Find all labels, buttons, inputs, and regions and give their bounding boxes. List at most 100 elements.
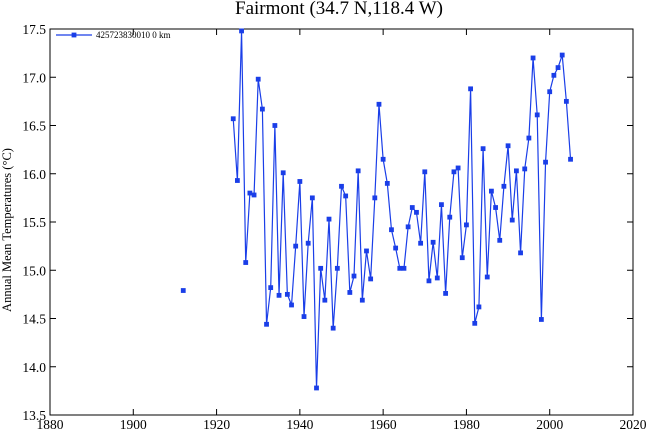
y-axis: 13.5 14.0 14.5 15.0 15.5 16.0 16.5 17.0 17.5 (22, 22, 633, 423)
y-tick-label: 16.5 (22, 119, 46, 134)
x-tick-label: 2020 (620, 417, 647, 432)
data-point (180, 288, 186, 293)
data-point (509, 217, 515, 223)
data-point (276, 292, 282, 298)
data-point (422, 169, 428, 175)
data-point (247, 190, 253, 196)
data-point (351, 273, 357, 279)
data-point (501, 183, 507, 189)
data-point (243, 260, 249, 265)
data-point (439, 202, 444, 208)
x-tick-label: 1980 (453, 417, 480, 432)
data-point (372, 195, 378, 201)
chart-title: Fairmont (34.7 N,118.4 W) (235, 0, 443, 19)
data-point (268, 285, 274, 291)
data-point (230, 116, 236, 122)
y-tick-label: 14.5 (22, 312, 46, 327)
data-point (359, 297, 365, 303)
data-point (384, 181, 390, 186)
data-point (401, 265, 407, 271)
data-point (414, 209, 419, 215)
data-point (334, 265, 340, 271)
y-tick-label: 14.0 (22, 360, 46, 375)
data-point (451, 169, 457, 175)
data-point (339, 183, 344, 189)
y-tick-label: 17.0 (22, 70, 46, 85)
data-point (409, 205, 415, 210)
data-point (526, 135, 532, 141)
legend: 425723830010 0 km (56, 30, 171, 40)
data-point (301, 314, 307, 319)
x-tick-label: 1960 (370, 417, 397, 432)
data-point (543, 159, 548, 165)
data-point (355, 168, 361, 174)
x-tick-label: 1880 (37, 417, 64, 432)
plot-area (49, 28, 634, 416)
data-point (530, 55, 536, 61)
data-point (493, 205, 498, 210)
x-tick-label: 2000 (536, 417, 563, 432)
data-point (514, 168, 519, 174)
data-point (255, 76, 261, 82)
data-point (468, 86, 473, 92)
data-point (551, 72, 557, 78)
data-point (443, 291, 449, 296)
data-point (297, 179, 303, 184)
y-tick-label: 17.5 (22, 22, 46, 37)
data-point (305, 240, 311, 246)
data-point (518, 250, 523, 256)
legend-marker (71, 32, 77, 38)
data-point (534, 112, 540, 118)
data-point (455, 165, 461, 171)
data-point (251, 192, 257, 198)
data-point (459, 255, 465, 261)
y-axis-label: Annual Mean Temperatures (°C) (0, 148, 14, 312)
data-point (563, 98, 569, 104)
data-point (568, 156, 573, 162)
y-tick-label: 15.5 (22, 215, 46, 230)
data-point (318, 265, 324, 271)
data-point (430, 239, 436, 245)
data-point (289, 302, 294, 308)
y-tick-label: 16.0 (22, 167, 46, 182)
data-point (264, 321, 269, 327)
data-point (464, 222, 469, 228)
x-tick-label: 1940 (286, 417, 313, 432)
data-point (322, 297, 328, 303)
data-point (314, 385, 319, 391)
data-point (559, 52, 565, 58)
data-point (326, 216, 332, 222)
y-tick-label: 13.5 (22, 408, 46, 423)
data-point (330, 325, 336, 331)
x-axis: 1880 1900 1920 1940 1960 1980 2000 2020 (37, 29, 647, 432)
data-point (343, 193, 349, 199)
data-point (284, 291, 290, 297)
series-layer (180, 28, 573, 391)
data-point (497, 237, 503, 243)
data-point (380, 156, 386, 162)
data-point (538, 317, 544, 322)
data-point (272, 123, 278, 128)
data-point (293, 243, 299, 249)
data-point (426, 278, 432, 284)
data-point (389, 227, 394, 233)
data-point (472, 320, 478, 326)
data-point (484, 274, 490, 280)
data-point (364, 248, 369, 254)
series-line (232, 30, 572, 389)
data-point (239, 28, 244, 34)
legend-entry: 425723830010 0 km (96, 30, 171, 40)
data-point (489, 188, 494, 194)
data-point (376, 101, 382, 107)
plot-frame (49, 28, 634, 416)
data-point (447, 214, 453, 220)
data-point (259, 106, 265, 112)
data-point (393, 245, 399, 251)
data-point (547, 89, 553, 95)
data-point (522, 166, 528, 172)
data-point (309, 195, 315, 201)
data-point (418, 240, 424, 246)
data-point (280, 170, 286, 176)
data-point (434, 275, 440, 281)
